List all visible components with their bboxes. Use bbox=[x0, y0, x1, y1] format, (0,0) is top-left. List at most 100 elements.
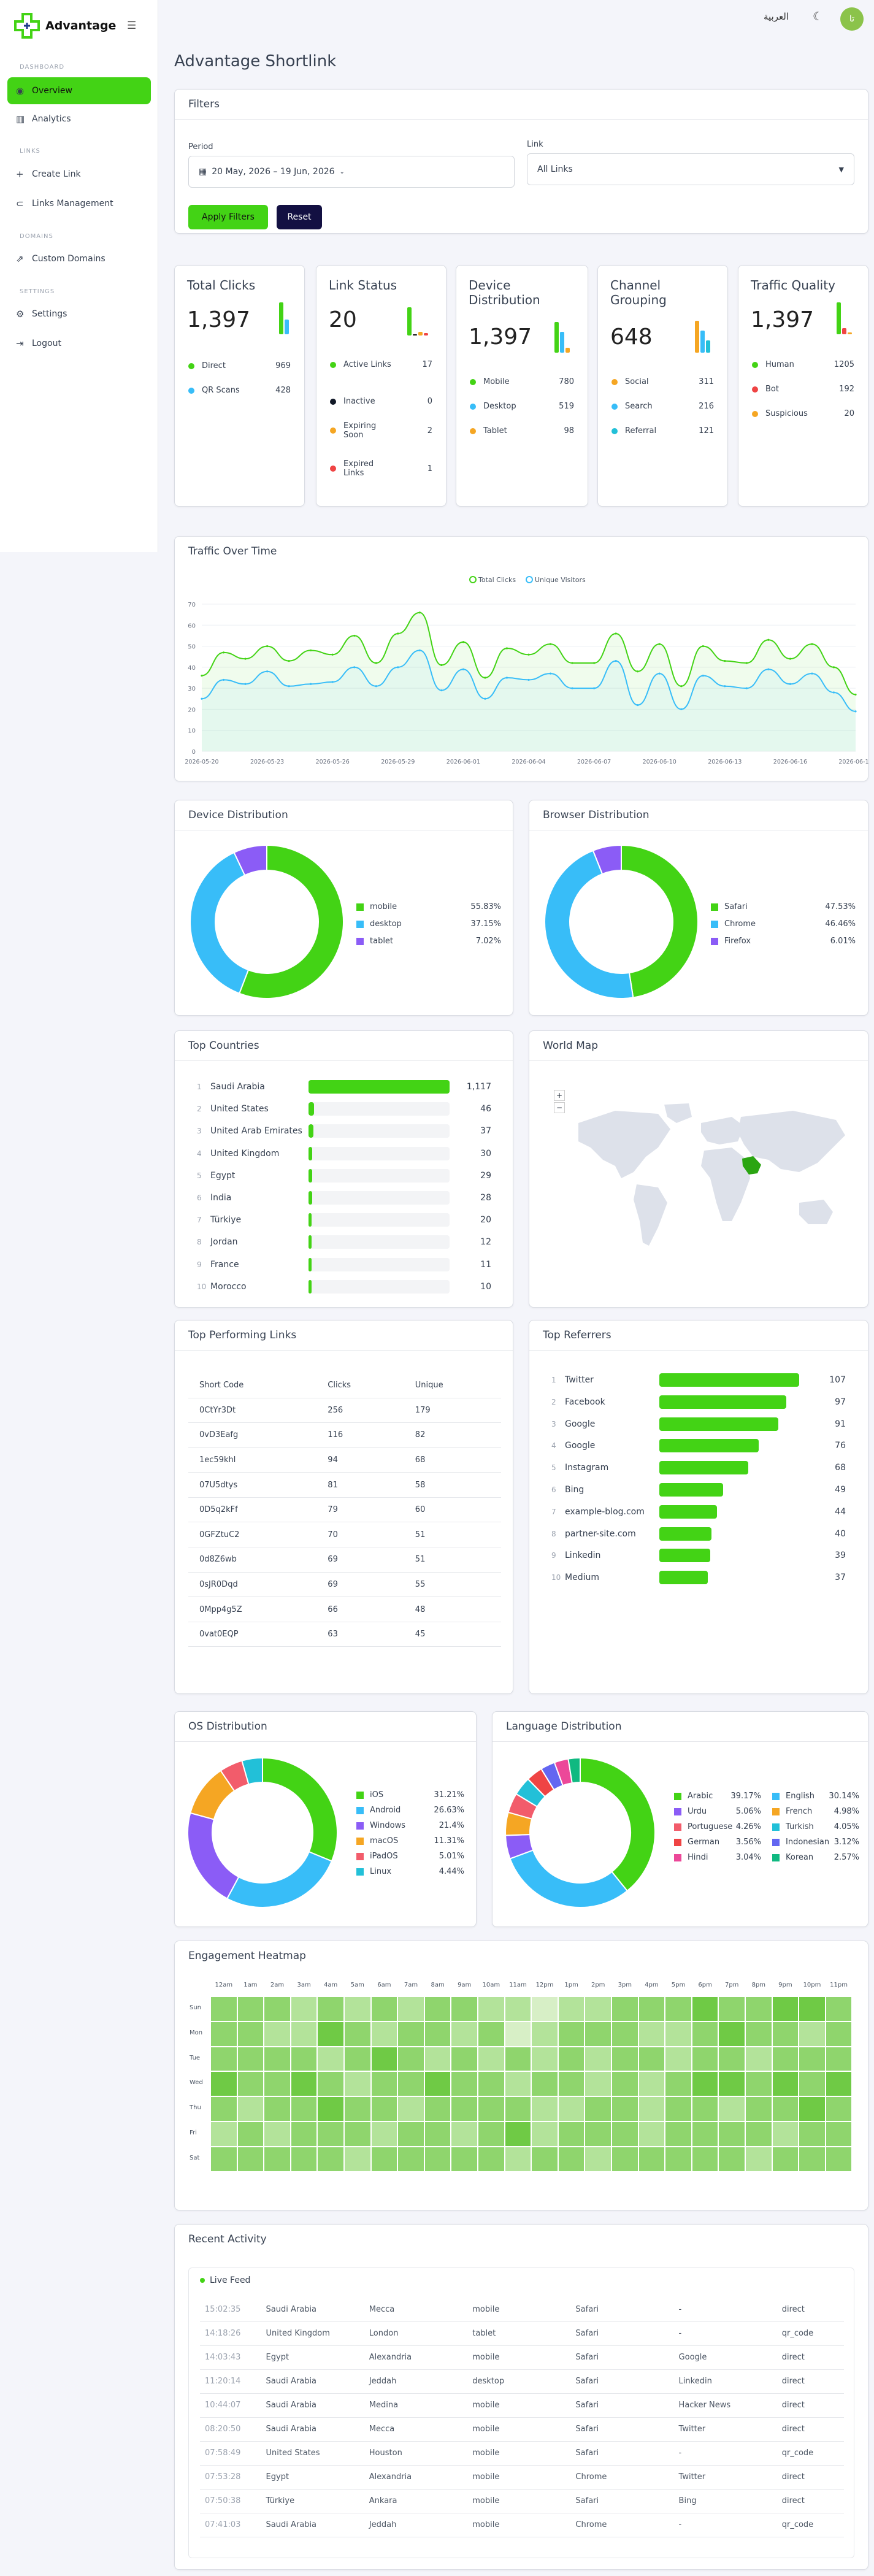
heatmap-cell[interactable] bbox=[691, 2146, 719, 2172]
heatmap-cell[interactable] bbox=[638, 1996, 665, 2022]
heatmap-cell[interactable] bbox=[558, 2071, 585, 2097]
table-row[interactable]: 0Mpp4g5Z 66 48 bbox=[188, 1597, 501, 1622]
heatmap-cell[interactable] bbox=[585, 2046, 611, 2072]
table-row[interactable]: 0vD3Eafg 116 82 bbox=[188, 1422, 501, 1448]
heatmap-cell[interactable] bbox=[478, 2046, 505, 2072]
heatmap-cell[interactable] bbox=[531, 2146, 558, 2172]
link-select[interactable]: All Links ▼ bbox=[527, 153, 854, 185]
heatmap-cell[interactable] bbox=[317, 2021, 344, 2047]
heatmap-cell[interactable] bbox=[397, 2021, 424, 2047]
heatmap-cell[interactable] bbox=[665, 2071, 692, 2097]
heatmap-cell[interactable] bbox=[745, 2146, 772, 2172]
heatmap-cell[interactable] bbox=[370, 2021, 398, 2047]
zoom-in-button[interactable]: + bbox=[554, 1090, 565, 1101]
heatmap-cell[interactable] bbox=[772, 2021, 799, 2047]
heatmap-cell[interactable] bbox=[718, 2021, 745, 2047]
heatmap-cell[interactable] bbox=[210, 2021, 237, 2047]
feed-row[interactable]: 07:41:03 Saudi Arabia Jeddah mobile Chrome - q… bbox=[200, 2513, 844, 2537]
heatmap-cell[interactable] bbox=[825, 2021, 853, 2047]
heatmap-cell[interactable] bbox=[745, 2046, 772, 2072]
heatmap-cell[interactable] bbox=[290, 2096, 318, 2122]
heatmap-cell[interactable] bbox=[638, 2096, 665, 2122]
heatmap-cell[interactable] bbox=[451, 2046, 478, 2072]
feed-row[interactable]: 07:50:38 Türkiye Ankara mobile Safari Bing dir… bbox=[200, 2489, 844, 2513]
heatmap-cell[interactable] bbox=[799, 1996, 826, 2022]
heatmap-cell[interactable] bbox=[772, 2122, 799, 2147]
heatmap-cell[interactable] bbox=[397, 2146, 424, 2172]
menu-toggle-icon[interactable]: ☰ bbox=[127, 20, 137, 32]
moon-icon[interactable]: ☾ bbox=[813, 10, 824, 23]
feed-row[interactable]: 14:03:43 Egypt Alexandria mobile Safari Googl… bbox=[200, 2345, 844, 2370]
heatmap-cell[interactable] bbox=[344, 2146, 371, 2172]
heatmap-cell[interactable] bbox=[745, 1996, 772, 2022]
sidebar-item-analytics[interactable]: ▥ Analytics bbox=[7, 105, 151, 132]
heatmap-cell[interactable] bbox=[638, 2146, 665, 2172]
heatmap-cell[interactable] bbox=[745, 2071, 772, 2097]
heatmap-cell[interactable] bbox=[344, 2096, 371, 2122]
heatmap-cell[interactable] bbox=[264, 2021, 291, 2047]
avatar[interactable]: تا bbox=[840, 7, 864, 31]
heatmap-cell[interactable] bbox=[825, 2071, 853, 2097]
feed-row[interactable]: 15:02:35 Saudi Arabia Mecca mobile Safari - di… bbox=[200, 2298, 844, 2322]
heatmap-cell[interactable] bbox=[424, 2021, 451, 2047]
heatmap-cell[interactable] bbox=[478, 2146, 505, 2172]
heatmap-cell[interactable] bbox=[344, 2071, 371, 2097]
heatmap-cell[interactable] bbox=[665, 1996, 692, 2022]
heatmap-cell[interactable] bbox=[745, 2021, 772, 2047]
heatmap-cell[interactable] bbox=[397, 2046, 424, 2072]
feed-row[interactable]: 07:53:28 Egypt Alexandria mobile Chrome Twitt… bbox=[200, 2465, 844, 2490]
heatmap-cell[interactable] bbox=[585, 2071, 611, 2097]
heatmap-cell[interactable] bbox=[799, 2122, 826, 2147]
heatmap-cell[interactable] bbox=[558, 2021, 585, 2047]
heatmap-cell[interactable] bbox=[772, 2096, 799, 2122]
heatmap-cell[interactable] bbox=[799, 2021, 826, 2047]
heatmap-cell[interactable] bbox=[718, 2146, 745, 2172]
sidebar-item-links-management[interactable]: ⊂ Links Management bbox=[7, 190, 151, 217]
heatmap-cell[interactable] bbox=[344, 2122, 371, 2147]
heatmap-cell[interactable] bbox=[585, 2021, 611, 2047]
language-switch[interactable]: العربية bbox=[764, 11, 789, 22]
table-row[interactable]: 0sJR0Dqd 69 55 bbox=[188, 1572, 501, 1598]
heatmap-cell[interactable] bbox=[718, 2071, 745, 2097]
heatmap-cell[interactable] bbox=[799, 2146, 826, 2172]
heatmap-cell[interactable] bbox=[504, 2046, 532, 2072]
table-row[interactable]: 0CtYr3Dt 256 179 bbox=[188, 1398, 501, 1424]
heatmap-cell[interactable] bbox=[424, 1996, 451, 2022]
heatmap-cell[interactable] bbox=[504, 2146, 532, 2172]
heatmap-cell[interactable] bbox=[290, 2046, 318, 2072]
heatmap-cell[interactable] bbox=[691, 2046, 719, 2072]
heatmap-cell[interactable] bbox=[772, 2071, 799, 2097]
heatmap-cell[interactable] bbox=[558, 2122, 585, 2147]
heatmap-cell[interactable] bbox=[504, 1996, 532, 2022]
heatmap-cell[interactable] bbox=[264, 1996, 291, 2022]
heatmap-cell[interactable] bbox=[558, 1996, 585, 2022]
heatmap-cell[interactable] bbox=[344, 1996, 371, 2022]
heatmap-cell[interactable] bbox=[370, 2096, 398, 2122]
heatmap-cell[interactable] bbox=[691, 2096, 719, 2122]
heatmap-cell[interactable] bbox=[424, 2096, 451, 2122]
heatmap-cell[interactable] bbox=[317, 2071, 344, 2097]
heatmap-cell[interactable] bbox=[585, 2096, 611, 2122]
heatmap-cell[interactable] bbox=[745, 2096, 772, 2122]
heatmap-cell[interactable] bbox=[611, 2071, 638, 2097]
heatmap-cell[interactable] bbox=[531, 2046, 558, 2072]
reset-button[interactable]: Reset bbox=[277, 205, 322, 229]
heatmap-cell[interactable] bbox=[370, 2146, 398, 2172]
heatmap-cell[interactable] bbox=[478, 2122, 505, 2147]
sidebar-item-overview[interactable]: ◉ Overview bbox=[7, 77, 151, 104]
heatmap-cell[interactable] bbox=[665, 2096, 692, 2122]
heatmap-cell[interactable] bbox=[210, 2122, 237, 2147]
heatmap-cell[interactable] bbox=[585, 1996, 611, 2022]
heatmap-cell[interactable] bbox=[825, 2146, 853, 2172]
heatmap-cell[interactable] bbox=[825, 1996, 853, 2022]
sidebar-item-custom-domains[interactable]: ⇗ Custom Domains bbox=[7, 245, 151, 272]
feed-row[interactable]: 10:44:07 Saudi Arabia Medina mobile Safari Ha… bbox=[200, 2393, 844, 2418]
heatmap-cell[interactable] bbox=[317, 2046, 344, 2072]
table-row[interactable]: 0vat0EQP 63 45 bbox=[188, 1622, 501, 1647]
heatmap-cell[interactable] bbox=[611, 2046, 638, 2072]
heatmap-cell[interactable] bbox=[344, 2021, 371, 2047]
zoom-out-button[interactable]: − bbox=[554, 1102, 565, 1113]
heatmap-cell[interactable] bbox=[772, 2146, 799, 2172]
heatmap-cell[interactable] bbox=[451, 2071, 478, 2097]
heatmap-cell[interactable] bbox=[718, 2122, 745, 2147]
